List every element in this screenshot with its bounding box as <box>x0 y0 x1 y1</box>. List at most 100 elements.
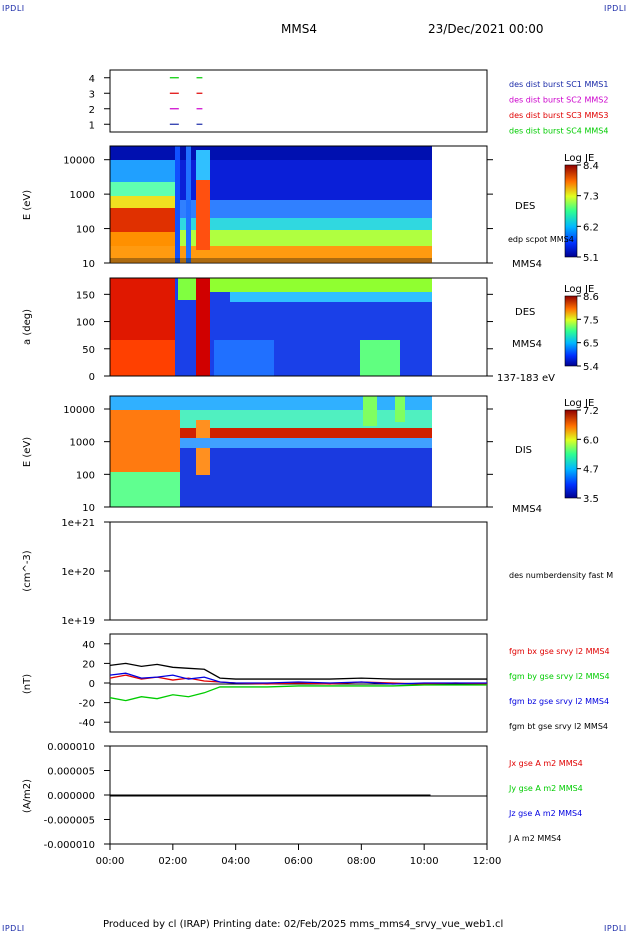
plot-date: 23/Dec/2021 00:00 <box>428 22 544 36</box>
density-frame <box>109 521 488 621</box>
y-tick-label: -40 <box>79 718 95 729</box>
availability-legend-entry: des dist burst SC2 MMS2 <box>509 96 608 105</box>
energy-range-label: 137-183 eV <box>497 373 555 384</box>
corner-mark-bottom-right: IPDLI <box>604 924 627 933</box>
bfield-legend-entry: fgm bt gse srvy l2 MMS4 <box>509 722 608 731</box>
bfield-series-line <box>109 684 487 702</box>
colorbar-tick-label: 7.3 <box>583 192 599 203</box>
current-legend-entry: Jz gse A m2 MMS4 <box>508 809 582 818</box>
des-pitch-spectrogram <box>110 278 432 376</box>
dis-energy-probe-label: MMS4 <box>512 504 542 515</box>
bfield-legend-entry: fgm bz gse srvy l2 MMS4 <box>509 697 609 706</box>
y-tick-label: 1e+21 <box>61 518 95 529</box>
colorbar-tick-label: 5.1 <box>583 253 599 264</box>
des-pitch-instrument-label: DES <box>515 307 535 318</box>
colorbar-tick-label: 5.4 <box>583 362 599 373</box>
colorbar-tick-label: 7.5 <box>583 315 599 326</box>
dis-energy-frame <box>109 395 488 508</box>
current-legend-entry: J A m2 MMS4 <box>508 834 561 843</box>
y-tick-label: 40 <box>82 640 95 651</box>
current-legend-entry: Jy gse A m2 MMS4 <box>508 784 583 793</box>
y-tick-label: 50 <box>82 345 95 356</box>
bfield-legend-entry: fgm bx gse srvy l2 MMS4 <box>509 647 610 656</box>
dis-energy-colorbar <box>564 409 578 499</box>
colorbar-title: Log JE <box>564 153 594 164</box>
y-tick-label: 0 <box>89 372 95 383</box>
availability-legend-entry: des dist burst SC4 MMS4 <box>509 127 608 136</box>
availability-frame <box>109 69 488 133</box>
bfield-series-line <box>109 672 487 685</box>
spacecraft-title: MMS4 <box>281 22 317 36</box>
availability-legend-entry: des dist burst SC1 MMS1 <box>509 80 608 89</box>
y-tick-label: 100 <box>76 470 95 481</box>
y-tick-label: -0.000005 <box>44 816 95 827</box>
des-energy-spectrogram <box>110 146 432 263</box>
y-tick-label: 1e+19 <box>61 616 95 627</box>
scpot-label: edp scpot MMS4 <box>508 235 574 244</box>
footer-credit: Produced by cl (IRAP) Printing date: 02/… <box>103 919 504 930</box>
y-tick-label: 150 <box>76 290 95 301</box>
corner-mark-top-right: IPDLI <box>604 4 627 13</box>
bfield-ylabel: (nT) <box>22 674 33 694</box>
x-tick-label: 04:00 <box>221 856 250 867</box>
corner-mark-top-left: IPDLI <box>2 4 25 13</box>
des-energy-ylabel: E (eV) <box>22 190 33 220</box>
current-ylabel: (A/m2) <box>22 779 33 813</box>
y-tick-label: -20 <box>79 699 95 710</box>
availability-legend-entry: des dist burst SC3 MMS3 <box>509 111 608 120</box>
colorbar-tick-label: 8.6 <box>583 292 599 303</box>
colorbar-tick-label: 3.5 <box>583 494 599 505</box>
availability-panel <box>109 69 488 133</box>
des-energy-probe-label: MMS4 <box>512 259 542 270</box>
x-tick-label: 10:00 <box>410 856 439 867</box>
current-legend-entry: Jx gse A m2 MMS4 <box>508 759 583 768</box>
des-pitch-ylabel: a (deg) <box>22 309 33 345</box>
x-tick-label: 08:00 <box>347 856 376 867</box>
des-energy-frame <box>109 145 488 264</box>
y-tick-label: 0 <box>89 679 95 690</box>
colorbar-tick-label: 6.2 <box>583 222 599 233</box>
des-pitch-panel <box>109 277 488 377</box>
des-energy-instrument-label: DES <box>515 201 535 212</box>
y-tick-label: 10 <box>82 503 95 514</box>
y-tick-label: 100 <box>76 225 95 236</box>
corner-mark-bottom-left: IPDLI <box>2 924 25 933</box>
colorbar-title: Log JE <box>564 284 594 295</box>
density-ylabel: (cm^-3) <box>22 550 33 591</box>
y-tick-label: 3 <box>89 89 95 100</box>
x-tick-label: 06:00 <box>284 856 313 867</box>
dis-energy-ylabel: E (eV) <box>22 437 33 467</box>
y-tick-label: 1e+20 <box>61 567 95 578</box>
y-tick-label: 1000 <box>70 190 95 201</box>
colorbar-tick-label: 4.7 <box>583 465 599 476</box>
colorbar-tick-label: 6.5 <box>583 339 599 350</box>
x-tick-label: 12:00 <box>473 856 502 867</box>
x-tick-label: 00:00 <box>96 856 125 867</box>
y-tick-label: 10 <box>82 259 95 270</box>
y-tick-label: 0.000005 <box>47 767 95 778</box>
des-energy-colorbar <box>564 164 578 258</box>
y-tick-label: 0.000010 <box>47 742 95 753</box>
y-tick-label: 100 <box>76 318 95 329</box>
y-tick-label: 4 <box>89 74 95 85</box>
y-tick-label: 20 <box>82 659 95 670</box>
y-tick-label: 0.000000 <box>47 791 95 802</box>
y-tick-label: 10000 <box>63 405 95 416</box>
density-legend-entry: des numberdensity fast M <box>509 571 613 580</box>
colorbar-tick-label: 6.0 <box>583 435 599 446</box>
colorbar-tick-label: 8.4 <box>583 161 599 172</box>
x-tick-label: 02:00 <box>158 856 187 867</box>
des-energy-panel <box>109 145 488 264</box>
bfield-series-line <box>109 662 487 680</box>
y-tick-label: 10000 <box>63 156 95 167</box>
dis-energy-instrument-label: DIS <box>515 445 532 456</box>
colorbar-title: Log JE <box>564 398 594 409</box>
y-tick-label: -0.000010 <box>44 840 95 851</box>
colorbar-tick-label: 7.2 <box>583 406 599 417</box>
des-pitch-probe-label: MMS4 <box>512 339 542 350</box>
y-tick-label: 1 <box>89 120 95 131</box>
bfield-legend-entry: fgm by gse srvy l2 MMS4 <box>509 672 610 681</box>
y-tick-label: 1000 <box>70 438 95 449</box>
dis-energy-spectrogram <box>110 396 432 507</box>
